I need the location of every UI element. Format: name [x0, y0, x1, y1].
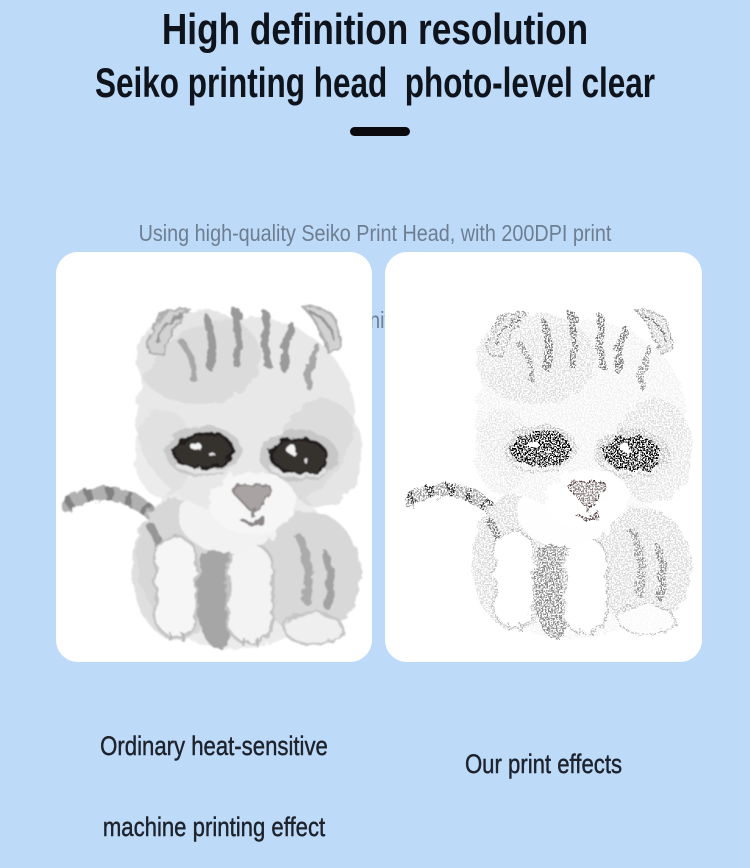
promo-banner: { "page": { "background_color": "#bddaf9… — [56, 5, 702, 841]
kitten-image-dotted — [385, 252, 702, 662]
caption-ordinary-line2: machine printing effect — [102, 812, 326, 842]
intro-text-line1: Using high-quality Seiko Print Head, wit… — [138, 220, 612, 246]
caption-our-print-text: Our print effects — [464, 749, 623, 779]
divider-bar — [350, 127, 410, 136]
caption-our-print: Our print effects — [414, 697, 674, 805]
print-sample-card-ours — [385, 252, 702, 662]
page-subtitle: Seiko printing head photo-level clear — [94, 59, 656, 106]
kitten-image-soft — [56, 252, 372, 662]
caption-ordinary-line1: Ordinary heat-sensitive — [100, 731, 328, 761]
caption-ordinary-print: Ordinary heat-sensitive machine printing… — [84, 679, 343, 868]
page-title: High definition resolution — [161, 5, 589, 54]
print-sample-card-ordinary — [56, 252, 372, 662]
